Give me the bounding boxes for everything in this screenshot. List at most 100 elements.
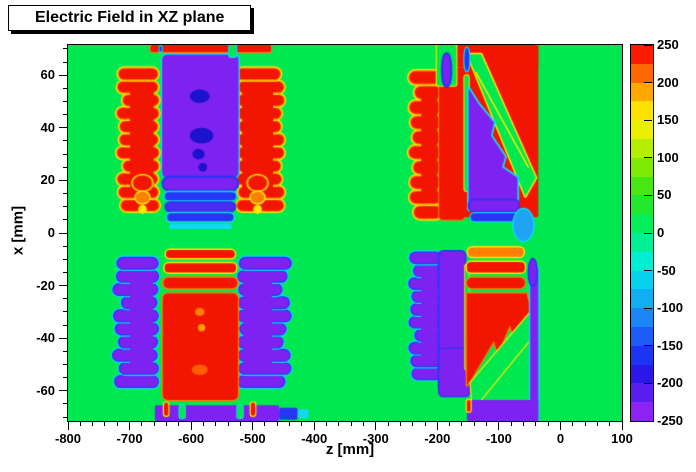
- colorbar-band: [631, 402, 653, 421]
- y-minor-tick: [63, 245, 67, 247]
- x-major-tick: [313, 422, 315, 430]
- heatmap-canvas: [68, 45, 622, 421]
- x-major-tick: [559, 422, 561, 430]
- x-minor-tick: [79, 422, 81, 426]
- x-minor-tick: [141, 422, 143, 426]
- x-minor-tick: [289, 422, 291, 426]
- x-minor-tick: [535, 422, 537, 426]
- x-major-tick: [498, 422, 500, 430]
- plot-frame: [67, 44, 623, 422]
- colorbar-tick-label: -200: [657, 375, 684, 391]
- y-minor-tick: [63, 363, 67, 365]
- colorbar-tick: [644, 119, 652, 121]
- x-minor-tick: [486, 422, 488, 426]
- y-major-tick: [59, 127, 67, 129]
- x-minor-tick: [264, 422, 266, 426]
- x-minor-tick: [449, 422, 451, 426]
- colorbar-band: [631, 289, 653, 309]
- y-minor-tick: [63, 61, 67, 63]
- y-minor-tick: [63, 48, 67, 50]
- x-minor-tick: [510, 422, 512, 426]
- y-tick-label: 60: [40, 67, 55, 83]
- colorbar-tick: [644, 382, 652, 384]
- x-minor-tick: [473, 422, 475, 426]
- colorbar-band: [631, 63, 653, 83]
- x-minor-tick: [178, 422, 180, 426]
- colorbar-band: [631, 364, 653, 384]
- x-minor-tick: [227, 422, 229, 426]
- colorbar: [630, 44, 654, 422]
- y-minor-tick: [63, 87, 67, 89]
- x-major-tick: [621, 422, 623, 430]
- y-minor-tick: [63, 166, 67, 168]
- colorbar-tick-label: 0: [657, 225, 665, 240]
- colorbar-tick-label: -100: [657, 300, 684, 316]
- x-minor-tick: [276, 422, 278, 426]
- x-minor-tick: [461, 422, 463, 426]
- y-minor-tick: [63, 350, 67, 352]
- y-major-tick: [59, 285, 67, 287]
- x-minor-tick: [301, 422, 303, 426]
- x-minor-tick: [547, 422, 549, 426]
- x-minor-tick: [584, 422, 586, 426]
- x-tick-label: 100: [611, 431, 633, 446]
- y-minor-tick: [63, 101, 67, 103]
- x-major-tick: [436, 422, 438, 430]
- x-major-tick: [190, 422, 192, 430]
- x-minor-tick: [104, 422, 106, 426]
- x-minor-tick: [92, 422, 94, 426]
- y-minor-tick: [63, 219, 67, 221]
- colorbar-tick: [644, 232, 652, 234]
- x-tick-label: -700: [116, 431, 143, 446]
- y-minor-tick: [63, 193, 67, 195]
- colorbar-tick-label: -250: [657, 413, 684, 428]
- x-major-tick: [67, 422, 69, 430]
- y-minor-tick: [63, 377, 67, 379]
- x-minor-tick: [424, 422, 426, 426]
- x-minor-tick: [350, 422, 352, 426]
- x-minor-tick: [165, 422, 167, 426]
- y-tick-label: -60: [36, 382, 55, 398]
- y-major-tick: [59, 74, 67, 76]
- y-major-tick: [59, 179, 67, 181]
- x-major-tick: [252, 422, 254, 430]
- y-major-tick: [59, 337, 67, 339]
- x-tick-label: -800: [54, 431, 82, 446]
- y-major-tick: [59, 390, 67, 392]
- x-tick-label: -200: [424, 431, 451, 446]
- colorbar-tick: [644, 307, 652, 309]
- colorbar-band: [631, 308, 653, 327]
- y-major-tick: [59, 232, 67, 234]
- colorbar-tick-label: 100: [657, 149, 679, 165]
- x-minor-tick: [596, 422, 598, 426]
- x-tick-label: -500: [239, 431, 266, 446]
- y-minor-tick: [63, 416, 67, 418]
- y-minor-tick: [63, 258, 67, 260]
- x-tick-label: -400: [301, 431, 328, 446]
- x-minor-tick: [609, 422, 611, 426]
- colorbar-band: [631, 251, 653, 271]
- x-minor-tick: [116, 422, 118, 426]
- x-minor-tick: [202, 422, 204, 426]
- x-minor-tick: [326, 422, 328, 426]
- colorbar-band: [631, 138, 653, 158]
- colorbar-tick-label: 200: [657, 74, 679, 90]
- x-minor-tick: [387, 422, 389, 426]
- y-minor-tick: [63, 324, 67, 326]
- colorbar-band: [631, 270, 653, 290]
- colorbar-band: [631, 82, 653, 102]
- x-minor-tick: [572, 422, 574, 426]
- colorbar-tick-label: 150: [657, 112, 679, 128]
- colorbar-band: [631, 45, 653, 64]
- x-minor-tick: [215, 422, 217, 426]
- x-tick-label: 0: [556, 431, 565, 446]
- x-minor-tick: [399, 422, 401, 426]
- y-tick-label: 0: [47, 225, 55, 240]
- x-minor-tick: [338, 422, 340, 426]
- colorbar-band: [631, 120, 653, 139]
- y-minor-tick: [63, 298, 67, 300]
- x-minor-tick: [412, 422, 414, 426]
- x-tick-label: -100: [485, 431, 512, 446]
- colorbar-band: [631, 326, 653, 346]
- colorbar-tick-label: 250: [657, 37, 679, 52]
